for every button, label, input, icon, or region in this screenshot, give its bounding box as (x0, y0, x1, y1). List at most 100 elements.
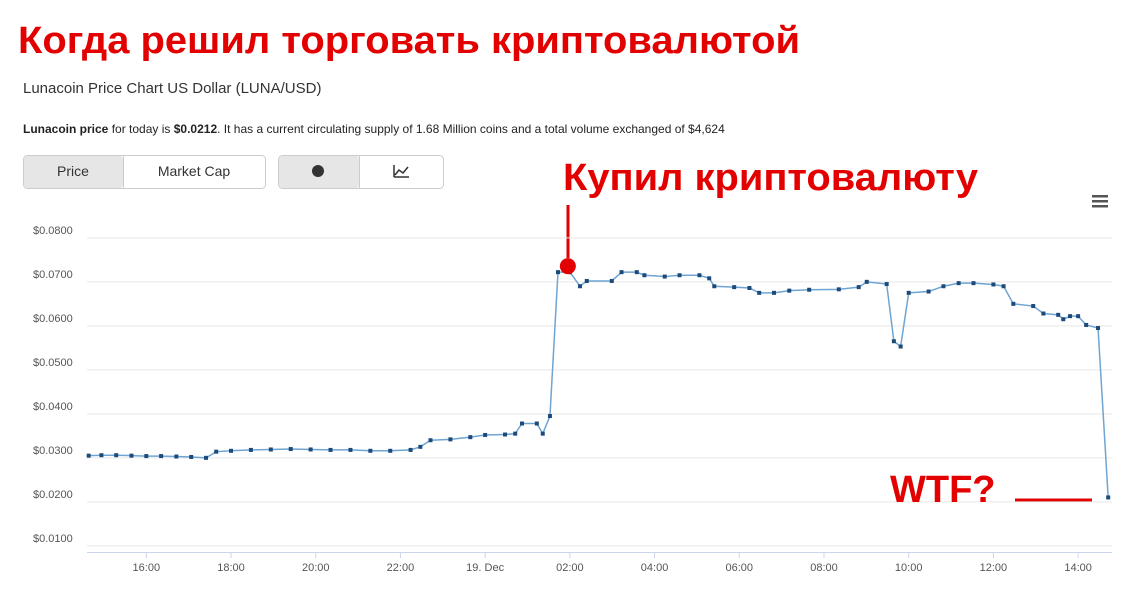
point (732, 285, 737, 290)
point (787, 288, 792, 293)
point (174, 454, 179, 459)
point (1084, 322, 1089, 327)
point (534, 421, 539, 426)
tab[interactable]: Market Cap (158, 163, 231, 179)
y-tick-label: $0.0600 (33, 313, 73, 325)
point (634, 270, 639, 275)
point (1011, 301, 1016, 306)
point (503, 432, 508, 437)
point (428, 438, 433, 443)
point (772, 290, 777, 295)
point (864, 279, 869, 284)
point (578, 284, 583, 289)
description: Lunacoin price for today is $0.0212. It … (23, 122, 725, 136)
line-icon[interactable] (393, 165, 409, 178)
buy-point (559, 258, 576, 275)
point (991, 282, 996, 287)
x-tick-label: 22:00 (387, 562, 415, 574)
y-tick-label: $0.0400 (33, 401, 73, 413)
menu-icon[interactable] (1092, 195, 1108, 208)
point (328, 447, 333, 452)
x-tick-label: 16:00 (133, 562, 161, 574)
y-tick-label: $0.0700 (33, 269, 73, 281)
point (956, 281, 961, 286)
x-tick-label: 08:00 (810, 562, 838, 574)
point (1106, 495, 1111, 500)
point (941, 284, 946, 289)
point (368, 448, 373, 453)
desc-price: $0.0212 (174, 122, 218, 136)
point (757, 290, 762, 295)
dot-icon (312, 165, 324, 177)
point (1061, 317, 1066, 322)
tab-active[interactable] (24, 156, 123, 188)
point (1096, 326, 1101, 331)
x-tick-label: 04:00 (641, 562, 669, 574)
point (836, 287, 841, 292)
point (1041, 311, 1046, 316)
point (971, 281, 976, 286)
tab[interactable]: Price (57, 163, 89, 179)
point (697, 273, 702, 278)
point (707, 276, 712, 281)
point (619, 270, 624, 275)
desc-text: for today is (108, 122, 173, 136)
desc-text: . It has a current circulating supply of… (217, 122, 725, 136)
point (1031, 304, 1036, 309)
x-tick-label: 20:00 (302, 562, 330, 574)
point (229, 448, 234, 453)
point (540, 431, 545, 436)
point (204, 455, 209, 460)
point (348, 447, 353, 452)
point (906, 290, 911, 295)
point (268, 447, 273, 452)
point (519, 421, 524, 426)
y-tick-label: $0.0800 (33, 225, 73, 237)
point (1076, 314, 1081, 319)
point (99, 453, 104, 458)
x-tick-label: 06:00 (726, 562, 754, 574)
point (468, 435, 473, 440)
point (418, 444, 423, 449)
point (159, 454, 164, 459)
point (807, 287, 812, 292)
point (584, 278, 589, 283)
point (609, 278, 614, 283)
point (884, 282, 889, 287)
point (856, 285, 861, 290)
desc-bold: Lunacoin price (23, 122, 109, 136)
point (712, 284, 717, 289)
point (662, 274, 667, 279)
point (388, 448, 393, 453)
annotation: Купил криптовалюту (563, 157, 978, 199)
point (86, 453, 91, 458)
point (189, 454, 194, 459)
point (288, 447, 293, 452)
point (513, 431, 518, 436)
x-tick-label: 12:00 (980, 562, 1008, 574)
x-tick-label: 18:00 (217, 562, 245, 574)
point (677, 273, 682, 278)
point (642, 273, 647, 278)
point (144, 454, 149, 459)
point (448, 437, 453, 442)
point (555, 270, 560, 275)
point (1001, 284, 1006, 289)
x-tick-label: 19. Dec (466, 562, 504, 574)
point (248, 447, 253, 452)
point (1068, 314, 1073, 319)
point (898, 344, 903, 349)
point (483, 432, 488, 437)
meme-title: Когда решил торговать криптовалютой (18, 20, 800, 62)
y-tick-label: $0.0300 (33, 445, 73, 457)
point (114, 453, 119, 458)
y-tick-label: $0.0500 (33, 357, 73, 369)
y-tick-label: $0.0200 (33, 489, 73, 501)
point (129, 453, 134, 458)
annotation: WTF? (890, 469, 996, 511)
point (891, 339, 896, 344)
x-tick-label: 10:00 (895, 562, 923, 574)
chart-title: Lunacoin Price Chart US Dollar (LUNA/USD… (23, 80, 321, 97)
point (214, 449, 219, 454)
